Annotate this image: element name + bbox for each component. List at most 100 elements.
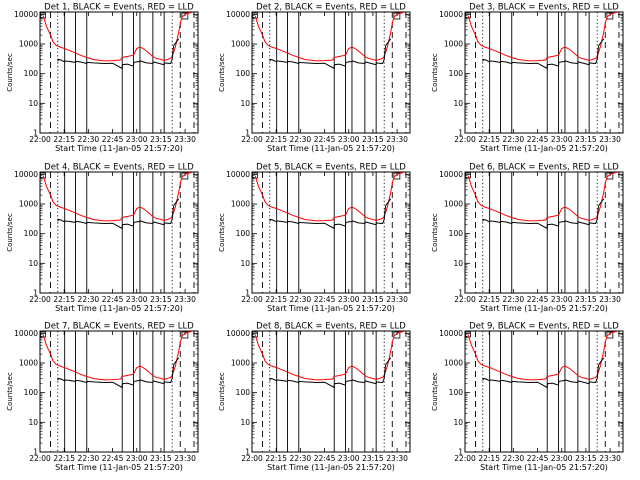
saa-marker bbox=[40, 331, 46, 338]
y-tick-label: 10 bbox=[453, 99, 463, 108]
x-tick-label: 23:00 bbox=[338, 295, 360, 304]
x-tick-label: 22:30 bbox=[78, 454, 100, 463]
x-tick-label: 22:30 bbox=[290, 295, 312, 304]
series-lld bbox=[467, 331, 617, 381]
plot-frame bbox=[39, 330, 199, 453]
y-tick-label: 10000 bbox=[14, 329, 38, 338]
x-tick-label: 22:30 bbox=[503, 295, 525, 304]
y-tick-label: 10000 bbox=[226, 170, 250, 179]
x-tick-label: 23:00 bbox=[338, 454, 360, 463]
x-tick-label: 22:15 bbox=[478, 295, 500, 304]
series-events bbox=[482, 357, 605, 389]
plot-title: Det 5, BLACK = Events, RED = LLD bbox=[256, 163, 406, 173]
y-axis-label: Counts/sec bbox=[218, 213, 226, 252]
saa-marker bbox=[465, 12, 471, 19]
plot-frame bbox=[251, 171, 411, 294]
y-tick-label: 1 bbox=[458, 289, 463, 298]
y-axis-label: Counts/sec bbox=[218, 53, 226, 92]
x-tick-label: 23:00 bbox=[126, 295, 148, 304]
x-tick-label: 23:15 bbox=[362, 454, 384, 463]
saa-marker bbox=[252, 12, 258, 19]
y-tick-label: 1 bbox=[245, 448, 250, 457]
saa-marker bbox=[40, 12, 46, 19]
x-tick-label: 22:45 bbox=[314, 135, 336, 144]
series-lld bbox=[254, 331, 404, 381]
y-tick-label: 1 bbox=[245, 289, 250, 298]
x-tick-label: 22:45 bbox=[527, 454, 549, 463]
y-tick-label: 1000 bbox=[444, 40, 463, 49]
y-tick-label: 10 bbox=[28, 259, 38, 268]
series-lld bbox=[42, 172, 192, 222]
x-tick-label: 22:30 bbox=[78, 135, 100, 144]
x-tick-label: 22:15 bbox=[53, 135, 75, 144]
x-tick-label: 22:45 bbox=[102, 295, 124, 304]
x-tick-label: 22:00 bbox=[241, 135, 263, 144]
saa-marker bbox=[606, 331, 614, 339]
x-tick-label: 23:15 bbox=[150, 454, 172, 463]
x-tick-label: 22:15 bbox=[53, 295, 75, 304]
x-axis-label: Start Time (11-Jan-05 21:57:20) bbox=[55, 144, 183, 153]
x-axis-label: Start Time (11-Jan-05 21:57:20) bbox=[55, 304, 183, 313]
y-tick-label: 100 bbox=[236, 229, 251, 238]
series-events bbox=[57, 357, 180, 389]
y-tick-label: 10 bbox=[453, 259, 463, 268]
series-events bbox=[482, 38, 605, 70]
plot-frame bbox=[464, 11, 624, 134]
x-tick-label: 23:15 bbox=[362, 295, 384, 304]
series-lld bbox=[467, 172, 617, 222]
saa-marker bbox=[393, 331, 401, 339]
x-tick-label: 23:15 bbox=[362, 135, 384, 144]
y-tick-label: 10 bbox=[453, 418, 463, 427]
x-axis-label: Start Time (11-Jan-05 21:57:20) bbox=[480, 304, 608, 313]
y-tick-label: 10 bbox=[240, 418, 250, 427]
saa-marker bbox=[252, 331, 258, 338]
x-tick-label: 22:15 bbox=[478, 135, 500, 144]
series-lld bbox=[467, 12, 617, 62]
x-tick-label: 22:15 bbox=[265, 295, 287, 304]
x-tick-label: 23:15 bbox=[150, 135, 172, 144]
y-axis-label: Counts/sec bbox=[431, 372, 439, 411]
y-tick-label: 10 bbox=[28, 418, 38, 427]
x-tick-label: 23:00 bbox=[126, 454, 148, 463]
plot-title: Det 4, BLACK = Events, RED = LLD bbox=[44, 163, 194, 173]
y-axis-label: Counts/sec bbox=[6, 213, 14, 252]
y-tick-label: 10000 bbox=[439, 329, 463, 338]
plot-frame bbox=[464, 330, 624, 453]
series-events bbox=[269, 357, 392, 389]
x-tick-label: 22:45 bbox=[527, 135, 549, 144]
y-tick-label: 10 bbox=[240, 259, 250, 268]
x-tick-label: 23:15 bbox=[575, 135, 597, 144]
x-tick-label: 23:00 bbox=[126, 135, 148, 144]
x-tick-label: 23:00 bbox=[338, 135, 360, 144]
x-axis-label: Start Time (11-Jan-05 21:57:20) bbox=[267, 304, 395, 313]
x-tick-label: 23:30 bbox=[386, 454, 408, 463]
x-tick-label: 23:15 bbox=[150, 295, 172, 304]
saa-marker bbox=[181, 172, 189, 180]
x-tick-label: 23:30 bbox=[599, 295, 621, 304]
x-tick-label: 23:15 bbox=[575, 295, 597, 304]
plot-title: Det 9, BLACK = Events, RED = LLD bbox=[469, 322, 619, 332]
y-tick-label: 10000 bbox=[14, 170, 38, 179]
y-tick-label: 100 bbox=[236, 69, 251, 78]
y-tick-label: 100 bbox=[24, 69, 39, 78]
series-lld bbox=[254, 12, 404, 62]
y-tick-label: 10000 bbox=[226, 329, 250, 338]
x-tick-label: 22:45 bbox=[314, 454, 336, 463]
x-axis-label: Start Time (11-Jan-05 21:57:20) bbox=[267, 463, 395, 472]
x-tick-label: 23:00 bbox=[551, 295, 573, 304]
saa-marker bbox=[606, 12, 614, 20]
y-axis-label: Counts/sec bbox=[218, 372, 226, 411]
y-tick-label: 100 bbox=[449, 229, 464, 238]
x-tick-label: 22:45 bbox=[102, 135, 124, 144]
y-tick-label: 100 bbox=[236, 388, 251, 397]
y-tick-label: 10000 bbox=[439, 170, 463, 179]
y-axis-label: Counts/sec bbox=[6, 372, 14, 411]
y-tick-label: 1 bbox=[458, 129, 463, 138]
x-axis-label: Start Time (11-Jan-05 21:57:20) bbox=[480, 463, 608, 472]
saa-marker bbox=[40, 172, 46, 179]
x-tick-label: 23:30 bbox=[174, 295, 196, 304]
y-tick-label: 10000 bbox=[439, 10, 463, 19]
